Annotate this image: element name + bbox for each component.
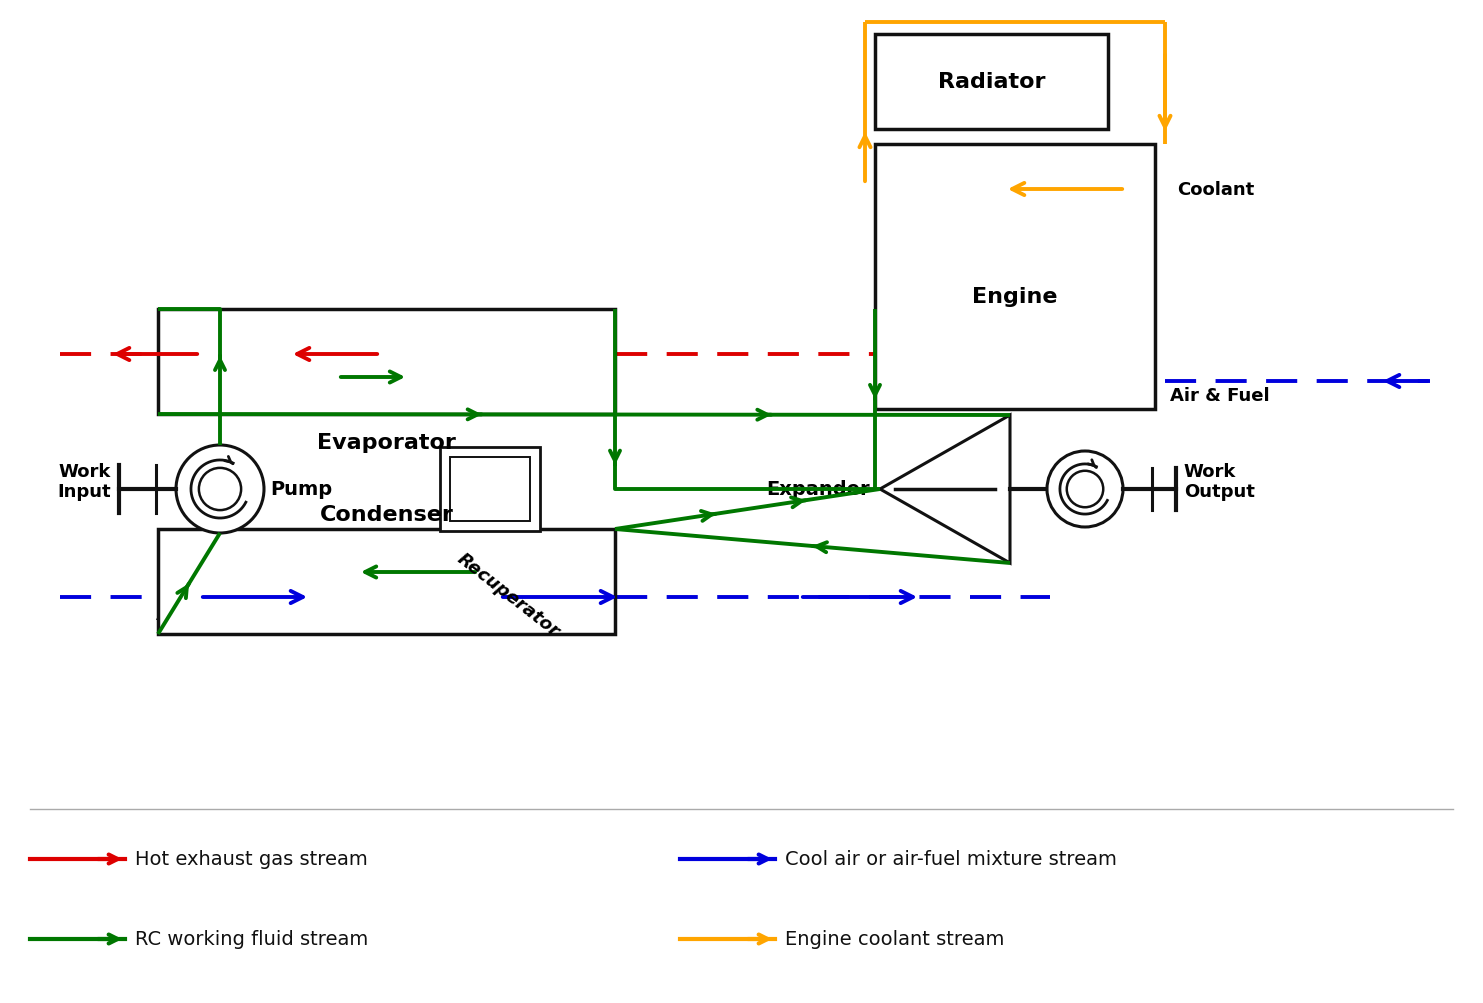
Polygon shape <box>159 530 615 634</box>
Polygon shape <box>440 447 540 532</box>
Circle shape <box>1047 451 1123 528</box>
Polygon shape <box>879 415 1010 564</box>
Text: Air: Air <box>156 606 184 624</box>
Text: Cool air or air-fuel mixture stream: Cool air or air-fuel mixture stream <box>785 850 1117 869</box>
Text: Air & Fuel: Air & Fuel <box>1170 386 1269 404</box>
Text: Coolant: Coolant <box>1178 181 1255 199</box>
Text: Work
Input: Work Input <box>58 462 111 500</box>
Polygon shape <box>875 144 1155 409</box>
Polygon shape <box>159 310 615 414</box>
Circle shape <box>176 445 264 534</box>
Text: Engine coolant stream: Engine coolant stream <box>785 930 1004 949</box>
Text: Radiator: Radiator <box>937 72 1046 92</box>
Text: Engine: Engine <box>973 287 1057 307</box>
Polygon shape <box>875 35 1108 129</box>
Text: RC working fluid stream: RC working fluid stream <box>135 930 368 949</box>
Text: Work
Output: Work Output <box>1183 462 1255 500</box>
Text: Condenser: Condenser <box>319 505 454 525</box>
Text: Expander: Expander <box>767 480 871 499</box>
Text: Hot exhaust gas stream: Hot exhaust gas stream <box>135 850 368 869</box>
Text: Evaporator: Evaporator <box>317 432 455 452</box>
Polygon shape <box>449 457 529 522</box>
Text: Exhaust
Gas: Exhaust Gas <box>890 298 971 337</box>
Text: Recuperator: Recuperator <box>454 550 562 640</box>
Text: Pump: Pump <box>270 480 332 499</box>
